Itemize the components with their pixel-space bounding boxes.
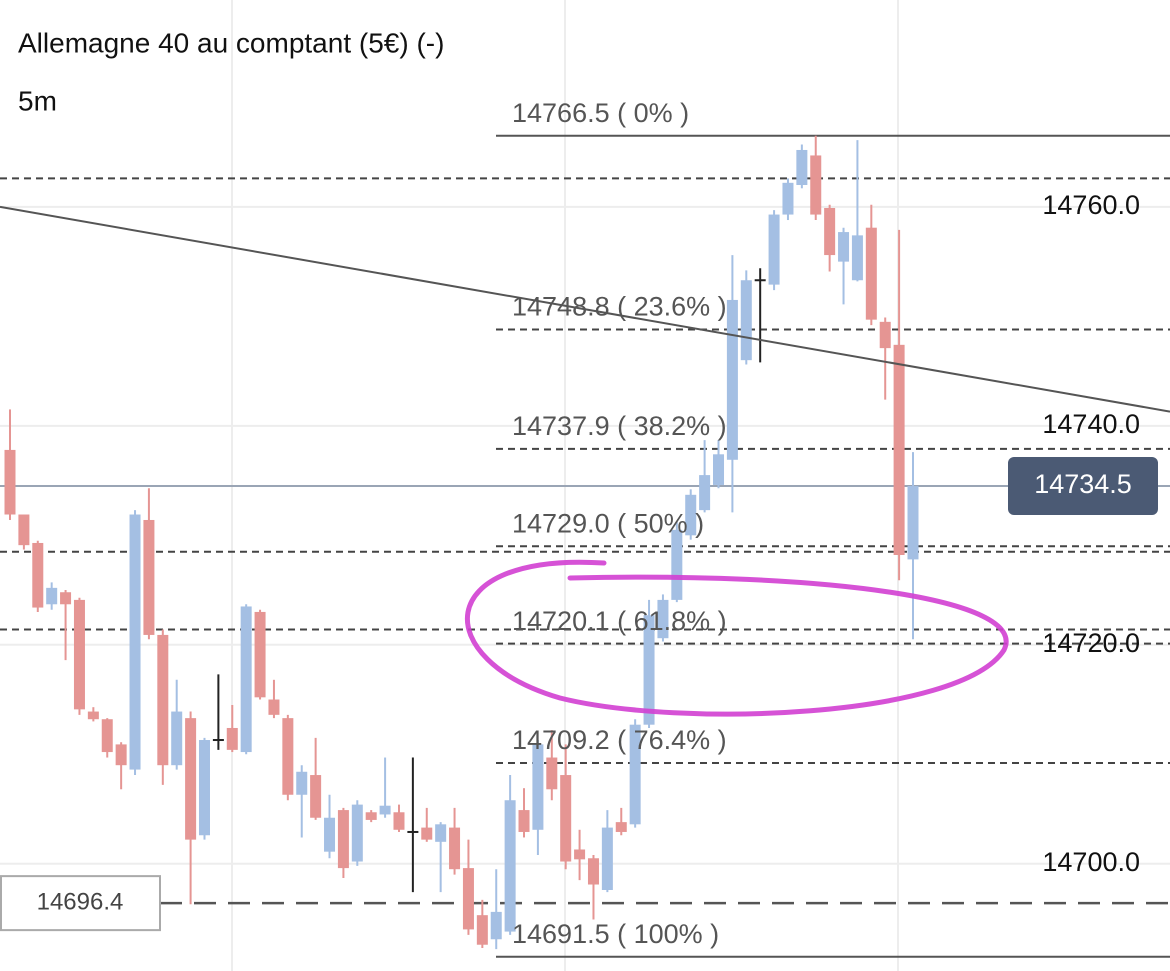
chart-interval: 5m	[18, 85, 57, 116]
candle-body	[212, 739, 224, 742]
candle-body	[226, 727, 238, 750]
y-tick-label: 14740.0	[1042, 409, 1140, 439]
last-price-badge	[1008, 457, 1158, 516]
candle-body	[421, 827, 433, 840]
candle-body	[198, 740, 210, 836]
y-tick-label: 14760.0	[1042, 190, 1140, 220]
candle-body	[587, 858, 599, 885]
candle-body	[546, 757, 558, 790]
chart-title: Allemagne 40 au comptant (5€) (-)	[18, 27, 444, 58]
candle-body	[851, 235, 863, 281]
fib-label: 14766.5 ( 0% )	[512, 98, 689, 128]
candle-body	[240, 606, 252, 753]
fib-label: 14729.0 ( 50% )	[512, 508, 704, 538]
candle-body	[310, 775, 322, 818]
last-price-label: 14734.5	[1034, 469, 1132, 499]
candle-body	[476, 915, 488, 945]
candle-body	[435, 824, 447, 842]
candle-body	[699, 475, 711, 511]
candle-body	[296, 771, 308, 795]
candle-body	[504, 800, 516, 932]
back-layer	[0, 134, 1170, 958]
candles	[4, 135, 919, 950]
candle-body	[657, 599, 669, 639]
candle-body	[907, 486, 919, 560]
candle-body	[268, 699, 280, 715]
candle-body	[407, 830, 419, 833]
candle-body	[185, 718, 197, 840]
candle-body	[324, 817, 336, 852]
front-layer: 14700.0 14720.0 14740.0 14760.0 14766.5 ( 0%…	[0, 98, 1170, 949]
candle-body	[282, 718, 294, 795]
candle-body	[365, 812, 377, 820]
candle-body	[574, 849, 586, 860]
marked-level-label: 14696.4	[37, 888, 124, 915]
candle-body	[643, 615, 655, 725]
candle-body	[32, 542, 44, 608]
candle-body	[379, 805, 391, 815]
candle-body	[129, 514, 141, 770]
candle-body	[46, 587, 58, 605]
candle-body	[490, 911, 502, 940]
candle-body	[101, 719, 113, 753]
candle-body	[810, 155, 822, 215]
candle-body	[4, 449, 16, 515]
fib-label: 14720.1 ( 61.8% )	[512, 606, 727, 636]
candle-body	[73, 599, 85, 710]
candle-body	[685, 494, 697, 536]
candle-body	[157, 634, 169, 766]
candle-body	[351, 804, 363, 862]
candle-body	[115, 744, 127, 766]
candle-body	[560, 775, 572, 862]
candle-body	[879, 321, 891, 349]
candle-body	[615, 822, 627, 832]
candle-body	[740, 280, 752, 361]
candle-body	[629, 724, 641, 825]
candle-body	[254, 611, 266, 698]
candle-body	[726, 299, 738, 460]
candle-body	[171, 711, 183, 766]
y-tick-label: 14720.0	[1042, 628, 1140, 658]
candle-body	[393, 812, 405, 830]
y-tick-label: 14700.0	[1042, 847, 1140, 877]
candle-body	[87, 711, 99, 720]
candle-body	[865, 227, 877, 320]
candle-body	[143, 519, 155, 635]
candle-body	[337, 810, 349, 869]
fib-label: 14748.8 ( 23.6% )	[512, 292, 727, 322]
candle-body	[532, 744, 544, 830]
trendline	[0, 205, 1170, 413]
candle-body	[518, 810, 530, 832]
fib-label: 14737.9 ( 38.2% )	[512, 411, 727, 441]
candle-body	[60, 592, 72, 605]
candle-body	[838, 232, 850, 262]
candle-body	[601, 827, 613, 890]
candle-body	[796, 149, 808, 186]
candle-body	[824, 207, 836, 256]
candle-body	[462, 868, 474, 930]
candle-body	[782, 182, 794, 215]
candle-body	[893, 344, 905, 556]
fib-label: 14691.5 ( 100% )	[512, 919, 719, 949]
candle-body	[713, 454, 725, 485]
candle-body	[449, 827, 461, 870]
fib-label: 14709.2 ( 76.4% )	[512, 725, 727, 755]
candle-body	[671, 529, 683, 600]
candle-body	[754, 279, 766, 282]
candle-body	[18, 514, 30, 546]
hand-drawn-ellipse	[464, 559, 1009, 717]
candle-body	[768, 214, 780, 285]
marked-level-badge	[0, 875, 161, 932]
